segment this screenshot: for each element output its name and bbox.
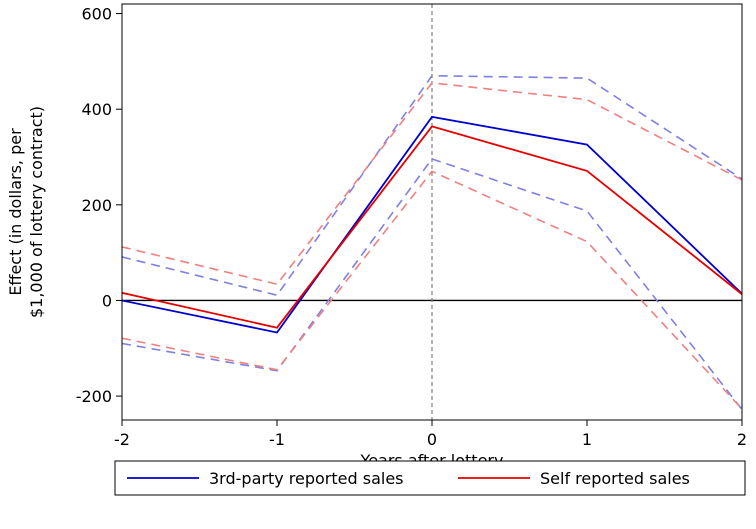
self-reported-sales-upper-ci-line	[121, 82, 743, 286]
3rd-party-reported-sales-upper-ci-line	[121, 74, 743, 297]
y-tick-label: -200	[76, 387, 112, 406]
3rd-party-reported-sales-lower-ci-line	[121, 157, 743, 410]
legend-box	[114, 460, 746, 496]
y-tick-label: 600	[81, 5, 112, 24]
3rd-party-reported-sales-estimate-line	[121, 115, 743, 334]
self-reported-sales-estimate-line	[121, 125, 743, 329]
x-tick-label: 0	[427, 430, 437, 449]
y-tick-label: 400	[81, 100, 112, 119]
legend-label: Self reported sales	[540, 469, 690, 488]
x-tick-label: -1	[269, 430, 285, 449]
x-tick-label: 1	[582, 430, 592, 449]
legend: 3rd-party reported sales Self reported sa…	[114, 460, 746, 496]
y-tick-label: 0	[102, 291, 112, 310]
y-tick-label: 200	[81, 196, 112, 215]
x-tick-label: 2	[737, 430, 747, 449]
legend-label: 3rd-party reported sales	[209, 469, 404, 488]
y-axis-title-line-2: $1,000 of lottery contract)	[27, 106, 46, 318]
plot-area	[121, 4, 743, 420]
x-tick-label: -2	[114, 430, 130, 449]
self-reported-sales-lower-ci-line	[121, 170, 743, 410]
y-axis-title-line-1: Effect (in dollars, per	[6, 128, 25, 296]
